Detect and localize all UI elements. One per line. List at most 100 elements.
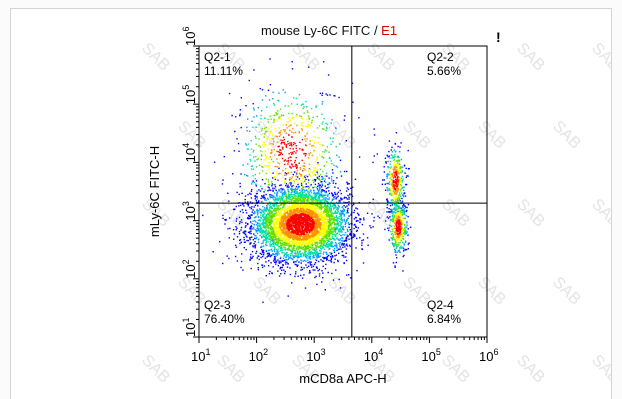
event-dot [341,193,342,194]
event-dot [269,164,270,165]
event-dot [384,166,385,167]
event-dot [269,273,270,274]
event-dot [329,248,330,249]
event-dot [311,145,312,146]
event-dot [327,223,328,224]
event-dot [300,241,301,242]
event-dot [279,173,280,174]
event-dot [260,150,261,151]
event-dot [293,174,294,175]
event-dot [403,190,404,191]
event-dot [308,170,309,171]
event-dot [390,180,391,181]
event-dot [262,265,263,266]
event-dot [308,115,309,116]
event-dot [269,225,270,226]
event-dot [273,141,274,142]
event-dot [255,235,256,236]
event-dot [300,247,301,248]
event-dot [327,235,328,236]
event-dot [340,224,341,225]
event-dot [273,241,274,242]
event-dot [361,248,362,249]
event-dot [301,128,302,129]
event-dot [231,115,232,116]
event-dot [391,192,392,193]
event-dot [255,253,256,254]
event-dot [263,250,264,251]
event-dot [313,136,314,137]
event-dot [253,109,254,110]
event-dot [258,210,259,211]
event-dot [318,253,319,254]
event-dot [337,166,338,167]
event-dot [342,226,343,227]
event-dot [394,212,395,213]
event-dot [342,247,343,248]
event-dot [294,185,295,186]
event-dot [297,182,298,183]
event-dot [224,156,225,157]
event-dot [395,243,396,244]
event-dot [367,237,368,238]
event-dot [399,187,400,188]
event-dot [332,236,333,237]
event-dot [396,248,397,249]
event-dot [313,150,314,151]
event-dot [305,261,306,262]
event-dot [280,184,281,185]
event-dot [270,126,271,127]
event-dot [385,184,386,185]
event-dot [325,252,326,253]
event-dot [278,92,279,93]
event-dot [331,273,332,274]
event-dot [322,199,323,200]
event-dot [306,246,307,247]
event-dot [323,215,324,216]
event-dot [322,213,323,214]
event-dot [323,128,324,129]
event-dot [315,137,316,138]
event-dot [328,255,329,256]
event-dot [319,275,320,276]
event-dot [271,249,272,250]
event-dot [241,253,242,254]
event-dot [316,187,317,188]
event-dot [327,195,328,196]
event-dot [270,262,271,263]
event-dot [295,188,296,189]
event-dot [239,233,240,234]
event-dot [398,244,399,245]
event-dot [388,174,389,175]
event-dot [316,253,317,254]
event-dot [222,179,223,180]
event-dot [372,162,373,163]
event-dot [268,179,269,180]
event-dot [277,206,278,207]
event-dot [273,266,274,267]
event-dot [353,233,354,234]
event-dot [265,194,266,195]
event-dot [323,211,324,212]
event-dot [399,197,400,198]
event-dot [254,224,255,225]
event-dot [348,222,349,223]
event-dot [391,190,392,191]
event-dot [393,217,394,218]
event-dot [277,259,278,260]
event-dot [331,227,332,228]
event-dot [235,245,236,246]
event-dot [256,200,257,201]
event-dot [279,246,280,247]
event-dot [278,100,279,101]
event-dot [288,121,289,122]
event-dot [330,138,331,139]
event-dot [288,295,289,296]
event-dot [299,115,300,116]
event-dot [233,229,234,230]
event-dot [264,118,265,119]
event-dot [245,226,246,227]
event-dot [309,174,310,175]
event-dot [272,138,273,139]
watermark-text: SAB [588,196,611,231]
